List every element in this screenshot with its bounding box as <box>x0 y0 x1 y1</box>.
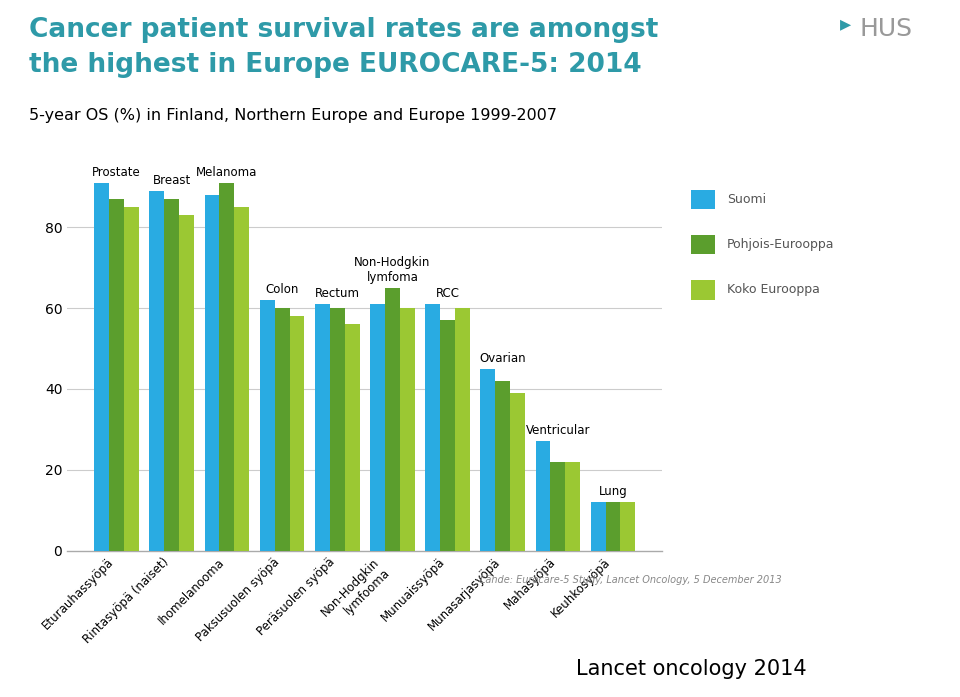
Text: Prostate: Prostate <box>92 166 141 178</box>
Bar <box>565 461 580 551</box>
Text: Melanoma: Melanoma <box>196 166 257 178</box>
Bar <box>234 207 250 551</box>
Bar <box>260 300 275 551</box>
Bar <box>399 308 415 551</box>
Bar <box>455 308 469 551</box>
Bar <box>495 381 510 551</box>
Bar <box>204 195 220 551</box>
Bar <box>385 288 399 551</box>
Bar <box>370 304 385 551</box>
Text: Pohjois-Eurooppa: Pohjois-Eurooppa <box>727 238 834 251</box>
Bar <box>94 183 109 551</box>
Bar <box>510 393 525 551</box>
Text: Lung: Lung <box>599 485 628 498</box>
Bar <box>480 369 495 551</box>
Text: 5-year OS (%) in Finland, Northern Europe and Europe 1999-2007: 5-year OS (%) in Finland, Northern Europ… <box>29 108 557 123</box>
Text: Lähde: Eurocare-5 Study, Lancet Oncology, 5 December 2013: Lähde: Eurocare-5 Study, Lancet Oncology… <box>480 575 781 585</box>
Bar <box>550 461 565 551</box>
Bar <box>275 308 290 551</box>
Bar <box>330 308 345 551</box>
Bar <box>124 207 139 551</box>
Bar <box>315 304 330 551</box>
Text: RCC: RCC <box>436 287 460 300</box>
Bar <box>290 316 304 551</box>
Bar <box>620 502 636 551</box>
Bar <box>164 199 180 551</box>
Bar <box>606 502 620 551</box>
Text: ▸: ▸ <box>840 14 852 34</box>
Bar <box>425 304 440 551</box>
Bar <box>536 441 550 551</box>
Text: Non-Hodgkin
lymfoma: Non-Hodgkin lymfoma <box>354 256 431 284</box>
Text: Cancer patient survival rates are amongst: Cancer patient survival rates are amongs… <box>29 17 659 43</box>
Text: HUS: HUS <box>859 17 912 41</box>
Bar <box>590 502 606 551</box>
Bar <box>440 320 455 551</box>
Text: Ovarian: Ovarian <box>479 352 526 365</box>
Text: Koko Eurooppa: Koko Eurooppa <box>727 284 820 296</box>
Text: Rectum: Rectum <box>315 287 360 300</box>
Text: Colon: Colon <box>265 283 299 296</box>
Text: Suomi: Suomi <box>727 193 766 206</box>
Text: Lancet oncology 2014: Lancet oncology 2014 <box>576 659 806 679</box>
Bar <box>109 199 124 551</box>
Bar <box>220 183 234 551</box>
Text: Breast: Breast <box>153 174 191 187</box>
Text: the highest in Europe EUROCARE-5: 2014: the highest in Europe EUROCARE-5: 2014 <box>29 52 641 78</box>
Bar <box>345 324 360 551</box>
Bar <box>180 215 194 551</box>
Text: Ventricular: Ventricular <box>525 424 590 438</box>
Bar <box>150 191 164 551</box>
